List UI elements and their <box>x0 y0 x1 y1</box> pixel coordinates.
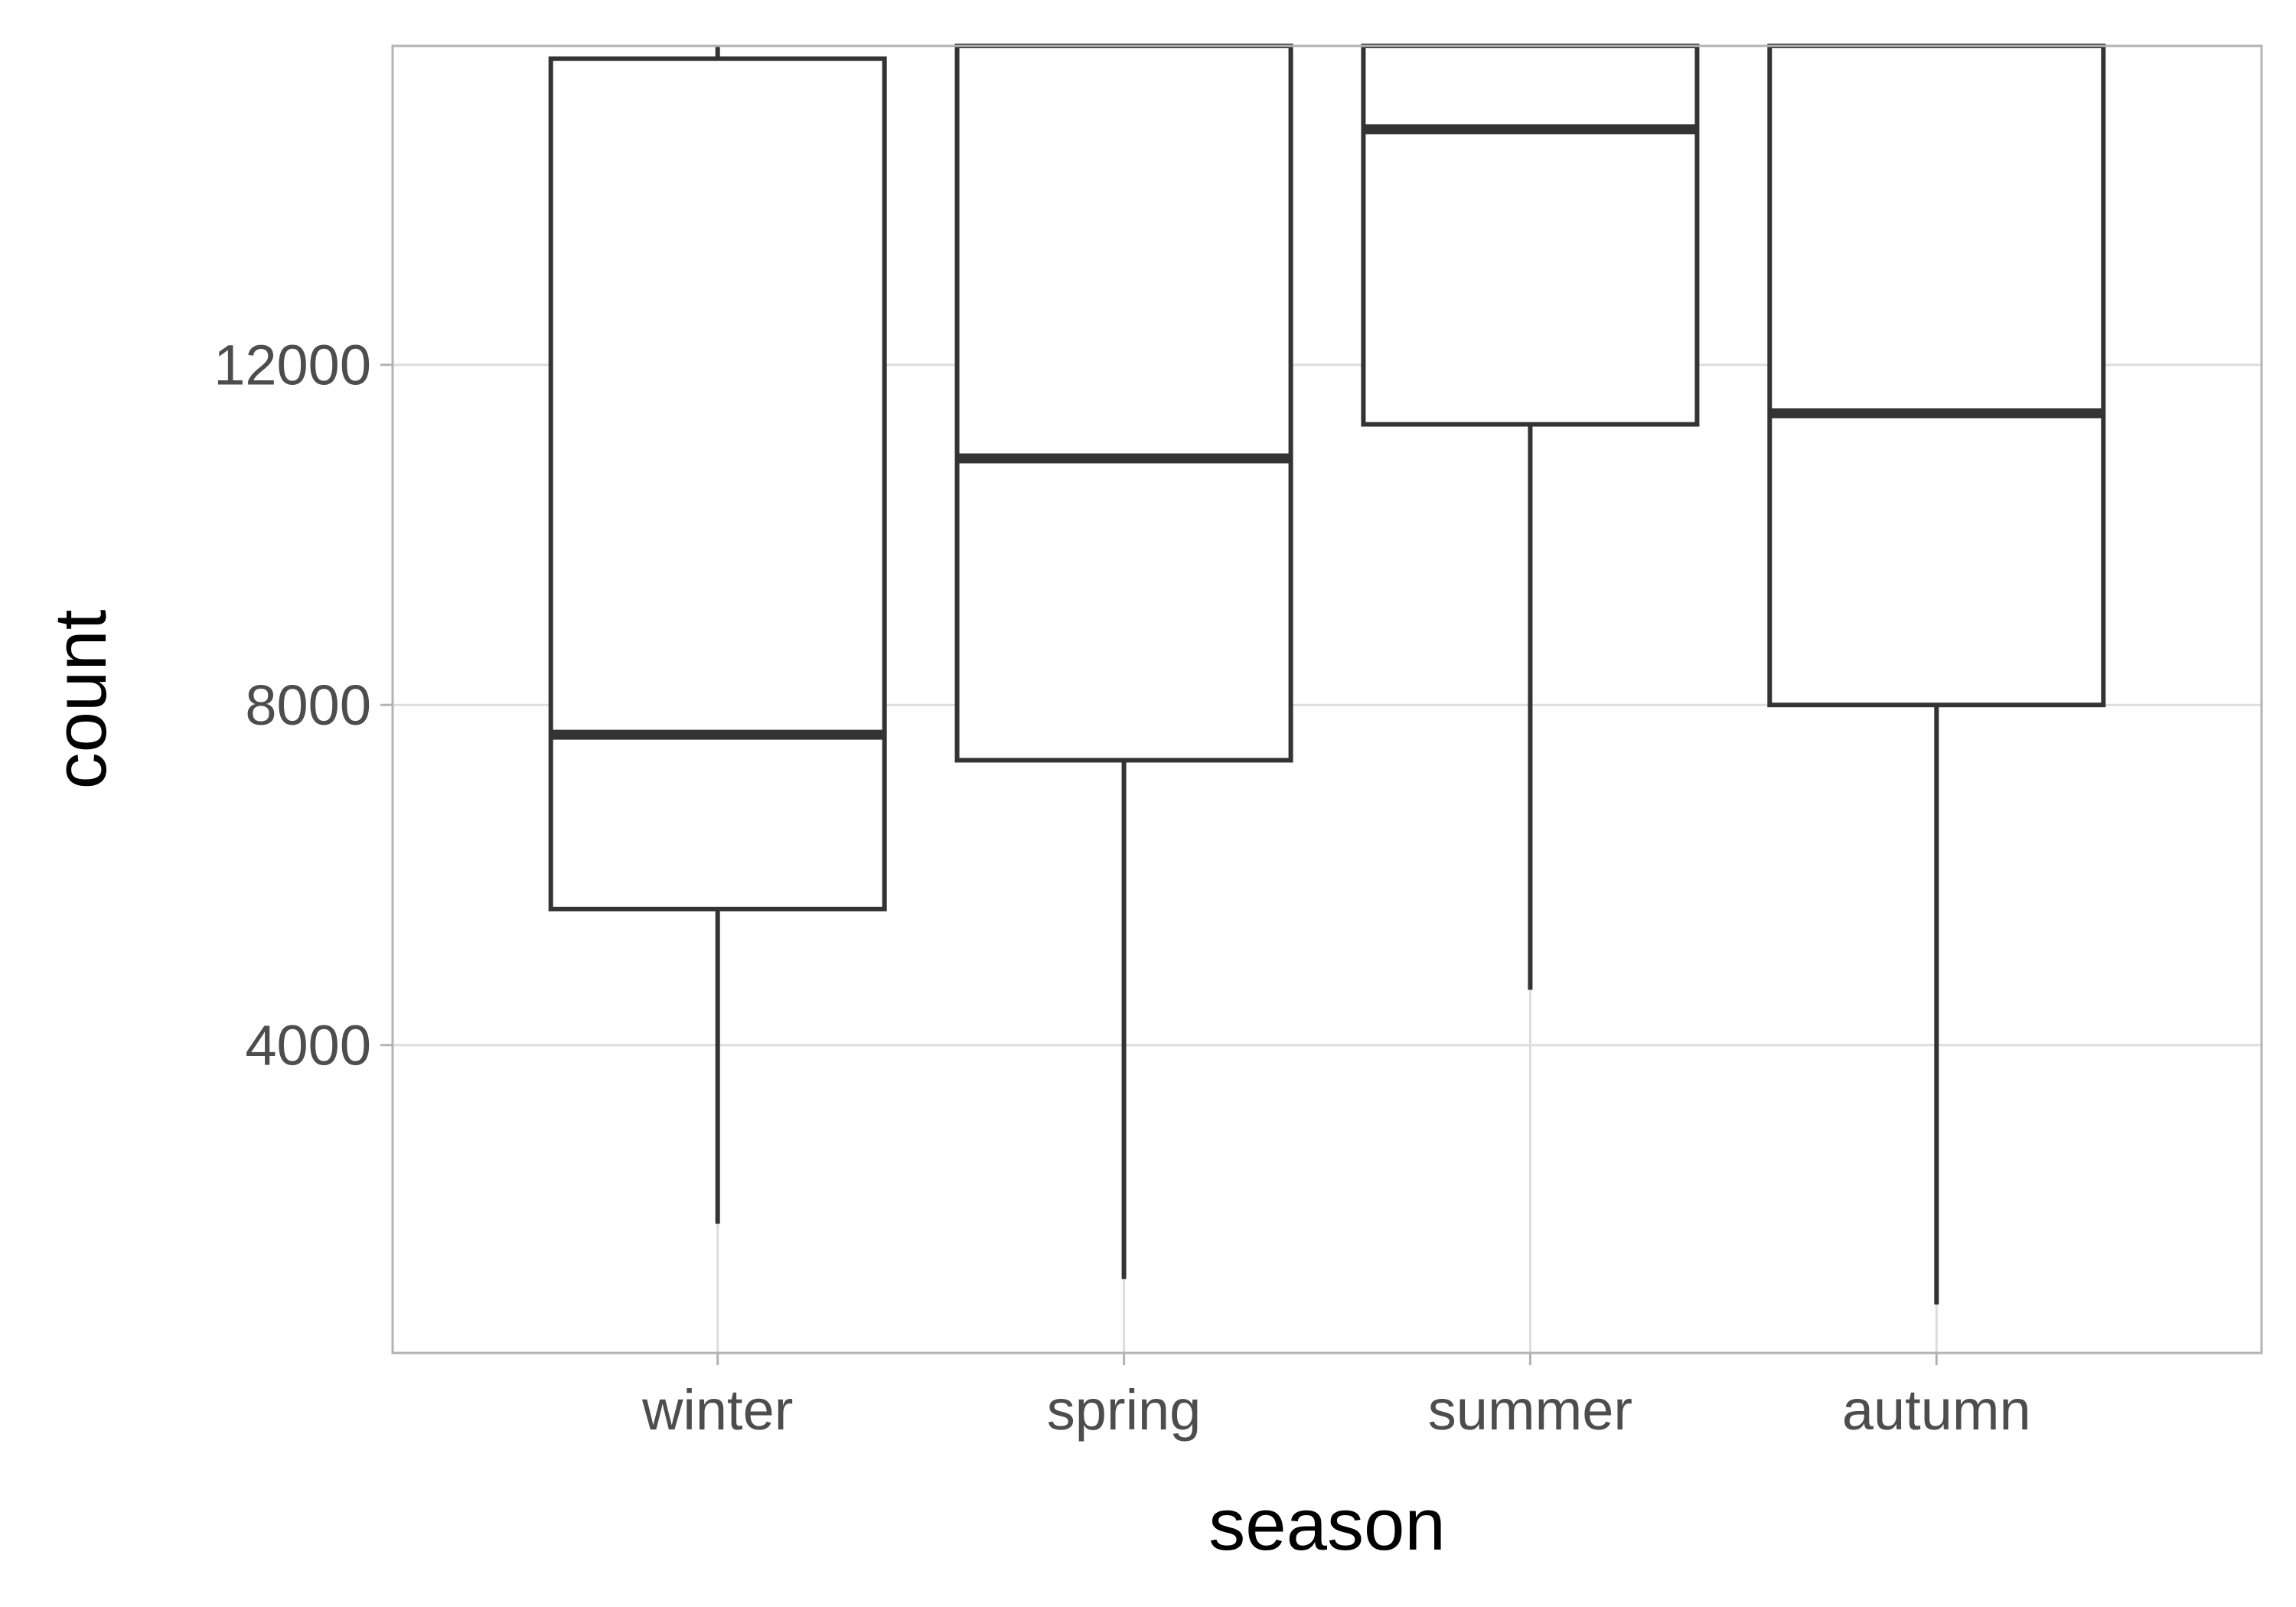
boxes <box>548 44 2106 1305</box>
x-axis-title: season <box>1208 1484 1446 1566</box>
y-tick-label: 8000 <box>245 673 371 737</box>
box-winter <box>548 46 887 1224</box>
x-tick-label-summer: summer <box>1428 1378 1632 1442</box>
axis-ticks: 4000 8000 12000 winter spring summer autumn <box>214 334 2030 1442</box>
box-summer <box>1361 44 1700 990</box>
x-tick-label-winter: winter <box>641 1378 793 1442</box>
box-iqr <box>1361 44 1700 427</box>
x-tick-label-autumn: autumn <box>1842 1378 2031 1442</box>
box-spring <box>954 44 1293 1279</box>
box-iqr <box>548 56 887 911</box>
box-iqr <box>954 44 1293 763</box>
box-autumn <box>1767 44 2106 1305</box>
y-axis-title: count <box>40 610 122 790</box>
x-tick-label-spring: spring <box>1047 1378 1202 1442</box>
y-tick-label: 4000 <box>245 1014 371 1077</box>
box-iqr <box>1767 44 2106 708</box>
y-tick-label: 12000 <box>214 334 371 397</box>
panel-border <box>391 44 2263 1354</box>
